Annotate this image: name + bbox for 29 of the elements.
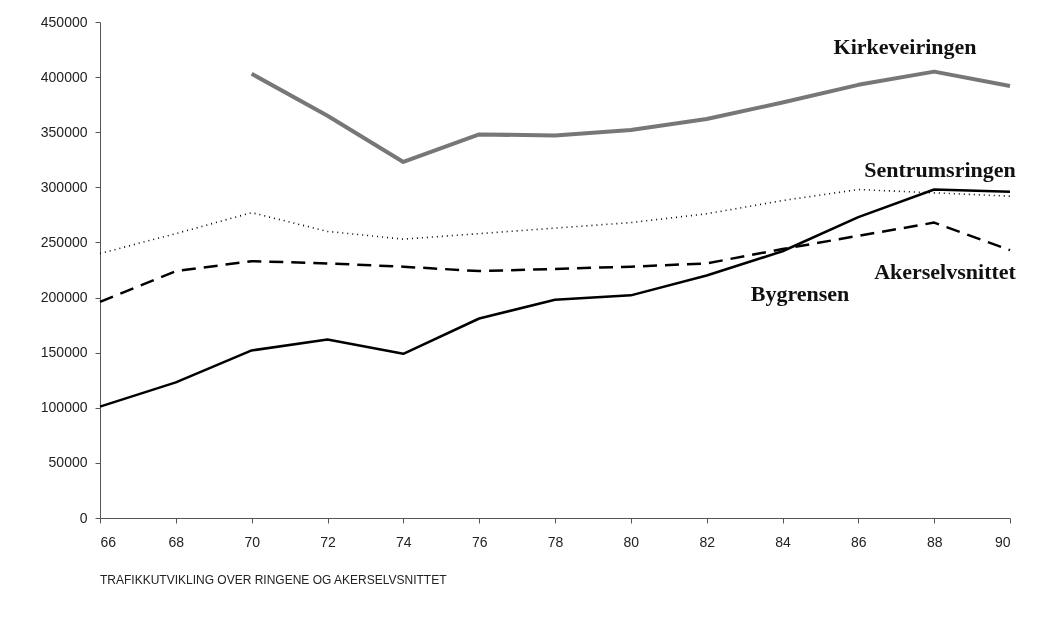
x-tick-label: 82	[699, 533, 716, 550]
y-tick-label: 400000	[40, 68, 88, 85]
y-tick-label: 200000	[40, 289, 88, 306]
line-series	[249, 69, 1012, 164]
x-tick-label: 76	[471, 533, 488, 550]
y-tick-label: 100000	[40, 399, 88, 416]
y-tick-label: 350000	[40, 123, 88, 140]
y-tick-label: 150000	[40, 344, 88, 361]
series-label: Sentrumsringen	[864, 157, 1016, 182]
y-tick-label: 300000	[40, 178, 88, 195]
y-tick-label: 0	[79, 509, 88, 526]
y-tick-label: 450000	[40, 13, 88, 30]
series-label: Bygrensen	[750, 281, 850, 306]
x-tick-label: 66	[100, 533, 117, 550]
x-tick-label: 88	[926, 533, 943, 550]
text: TRAFIKKUTVIKLING OVER RINGENE OG AKERSELVSNITTET	[100, 573, 448, 587]
y-tick-label: 50000	[48, 454, 88, 471]
x-tick-label: 80	[623, 533, 640, 550]
x-tick-label: 72	[320, 533, 336, 550]
x-tick-label: 74	[396, 533, 412, 550]
x-tick-label: 70	[244, 533, 261, 550]
x-tick-label: 84	[775, 533, 791, 550]
x-tick-label: 90	[994, 533, 1011, 550]
series-label: Akerselvsnittet	[874, 259, 1017, 284]
x-tick-label: 86	[851, 533, 867, 550]
y-tick-label: 250000	[40, 233, 88, 250]
x-tick-label: 68	[168, 533, 185, 550]
x-tick-label: 78	[547, 533, 564, 550]
series-label: Kirkeveiringen	[833, 34, 977, 59]
